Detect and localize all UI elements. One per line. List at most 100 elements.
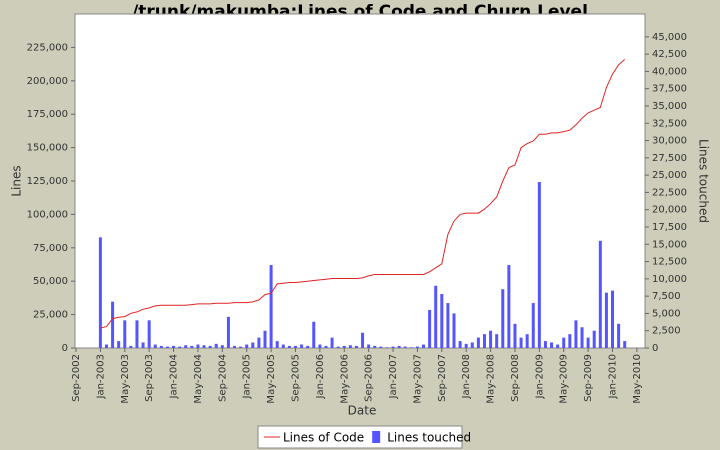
y2-tick-label: 5,000 [652,308,681,319]
bar [275,341,279,348]
bar [385,347,389,348]
bar [598,240,602,348]
bar [501,289,505,348]
x-tick-label: Jan-2007 [388,354,399,399]
bar [562,337,566,348]
y-tick-label: 0 [62,343,68,354]
x-tick-label: May-2004 [193,354,204,404]
bar [245,344,249,348]
bar [428,309,432,348]
y2-tick-label: 42,500 [652,49,687,60]
bar [159,345,163,348]
x-tick-label: May-2007 [412,354,423,404]
y2-tick-label: 32,500 [652,118,687,129]
bar [476,337,480,348]
bar [281,344,285,348]
bar [586,337,590,348]
bar [318,344,322,348]
bar [556,344,560,348]
bar [391,346,395,348]
plot-area [74,13,646,349]
bar [422,344,426,348]
y2-tick-label: 37,500 [652,84,687,95]
y-tick-label: 25,000 [33,310,68,321]
bar [513,323,517,348]
bar [397,345,401,348]
bar [300,344,304,348]
bar [226,316,230,348]
x-tick-label: May-2006 [339,354,350,404]
y-tick-label: 150,000 [27,143,68,154]
x-tick-label: Sep-2009 [583,354,594,402]
x-tick-label: May-2008 [486,354,497,404]
y-tick-label: 50,000 [33,276,68,287]
y2-tick-label: 7,500 [652,291,681,302]
bar [580,327,584,348]
x-tick-label: Jan-2006 [315,354,326,399]
bar [208,345,212,348]
x-tick-label: Sep-2006 [364,354,375,402]
bar [293,345,297,348]
bar [135,320,139,348]
bar [190,345,194,348]
legend [257,425,463,449]
bar [452,313,456,348]
y2-tick-label: 15,000 [652,239,687,250]
bar [342,345,346,348]
bar [361,332,365,348]
x-tick-label: May-2010 [632,354,643,404]
bar [574,320,578,348]
legend-label: Lines touched [387,431,471,445]
y-tick-label: 175,000 [27,109,68,120]
bar [489,330,493,348]
bar [537,182,541,348]
x-tick-label: May-2009 [559,354,570,404]
y2-tick-label: 40,000 [652,66,687,77]
bar [257,337,261,348]
bar [196,344,200,348]
bar [568,334,572,348]
line [100,59,626,329]
bar [202,345,206,348]
x-tick-label: Jan-2004 [169,354,180,399]
bar [312,321,316,348]
x-tick-label: Sep-2008 [510,354,521,402]
y2-tick-label: 45,000 [652,32,687,43]
bar [117,341,121,348]
y-tick-label: 125,000 [27,176,68,187]
y2-tick-label: 20,000 [652,205,687,216]
bar [287,345,291,348]
bar [220,345,224,348]
bar [470,342,474,348]
y-tick-label: 200,000 [27,76,68,87]
bar [263,330,267,348]
y2-tick-label: 25,000 [652,170,687,181]
bar [269,265,273,348]
bar [550,342,554,348]
y2-tick-label: 0 [652,343,658,354]
bar [482,334,486,348]
y2-tick-label: 12,500 [652,257,687,268]
y2-tick-label: 17,500 [652,222,687,233]
bar [525,334,529,348]
y-tick-label: 75,000 [33,243,68,254]
bar [141,342,145,348]
x-tick-label: Sep-2004 [217,354,228,402]
bar [336,346,340,348]
bar [172,345,176,348]
bar [165,346,169,348]
x-tick-label: May-2003 [120,354,131,404]
bar [233,345,237,348]
x-tick-label: May-2005 [266,354,277,404]
x-tick-label: Jan-2003 [95,354,106,399]
y2-tick-label: 22,500 [652,187,687,198]
bar [178,346,182,348]
bar [348,345,352,348]
bar [458,341,462,348]
y2-axis-label: Lines touched [697,139,711,223]
bar [354,345,358,348]
y-axis-label: Lines [10,165,24,196]
bar [330,337,334,348]
y2-tick-label: 2,500 [652,326,681,337]
legend-label: Lines of Code [283,431,364,445]
